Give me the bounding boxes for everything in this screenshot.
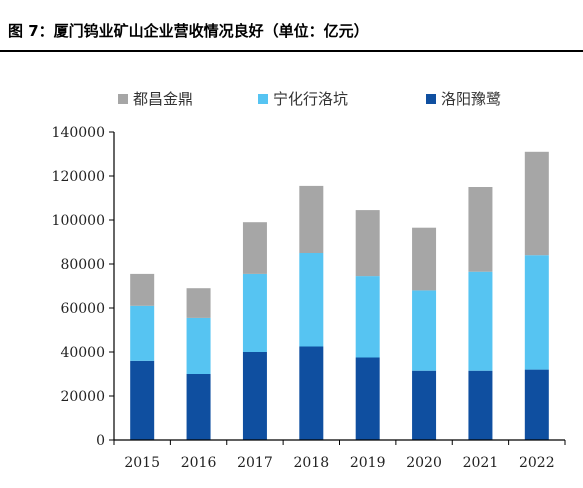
bar-segment-宁化行洛坑-2015 <box>130 305 155 361</box>
bar-segment-都昌金鼎-2019 <box>355 210 380 277</box>
x-tick-label: 2022 <box>519 455 555 471</box>
bar-segment-宁化行洛坑-2021 <box>468 271 493 371</box>
x-tick-label: 2020 <box>406 455 442 471</box>
y-tick-label: 60000 <box>60 301 105 317</box>
bar-segment-宁化行洛坑-2016 <box>186 317 211 374</box>
bar-segment-都昌金鼎-2018 <box>299 185 324 253</box>
y-tick-label: 20000 <box>60 389 105 405</box>
bar-segment-宁化行洛坑-2022 <box>524 255 549 370</box>
bar-segment-洛阳豫鹭-2019 <box>355 357 380 440</box>
legend-swatch-宁化行洛坑 <box>258 94 268 104</box>
legend-label-宁化行洛坑: 宁化行洛坑 <box>273 90 348 108</box>
legend-swatch-洛阳豫鹭 <box>426 94 436 104</box>
y-tick-label: 0 <box>96 433 105 449</box>
y-tick-label: 40000 <box>60 345 105 361</box>
title-rule <box>0 50 583 52</box>
bar-segment-洛阳豫鹭-2022 <box>524 369 549 440</box>
legend: 都昌金鼎 宁化行洛坑 洛阳豫鹭 <box>118 90 501 108</box>
bar-segment-洛阳豫鹭-2016 <box>186 374 211 440</box>
x-tick-label: 2019 <box>350 455 386 471</box>
bars <box>130 151 549 440</box>
y-tick-label: 120000 <box>52 169 105 185</box>
bar-segment-都昌金鼎-2017 <box>242 222 267 274</box>
bar-segment-宁化行洛坑-2017 <box>242 273 267 352</box>
x-tick-label: 2021 <box>463 455 499 471</box>
bar-segment-都昌金鼎-2022 <box>524 151 549 256</box>
x-tick-label: 2017 <box>237 455 273 471</box>
bar-segment-都昌金鼎-2021 <box>468 187 493 272</box>
figure-title: 图 7：厦门钨业矿山企业营收情况良好（单位：亿元） <box>8 22 369 40</box>
y-tick-label: 100000 <box>52 213 105 229</box>
x-tick-label: 2018 <box>293 455 329 471</box>
bar-segment-洛阳豫鹭-2020 <box>412 370 437 440</box>
x-tick-label: 2016 <box>181 455 217 471</box>
legend-swatch-都昌金鼎 <box>118 94 128 104</box>
bar-segment-都昌金鼎-2020 <box>412 227 437 291</box>
bar-segment-宁化行洛坑-2019 <box>355 276 380 358</box>
y-tick-label: 80000 <box>60 257 105 273</box>
legend-label-都昌金鼎: 都昌金鼎 <box>133 90 193 108</box>
bar-segment-洛阳豫鹭-2015 <box>130 360 155 440</box>
axes: 0 20000 40000 60000 80000 100000 120000 140000 2… <box>52 125 566 471</box>
bar-segment-洛阳豫鹭-2018 <box>299 346 324 440</box>
bar-segment-都昌金鼎-2016 <box>186 288 211 318</box>
bar-segment-宁化行洛坑-2018 <box>299 253 324 347</box>
y-tick-label: 140000 <box>52 125 105 141</box>
bar-segment-都昌金鼎-2015 <box>130 273 155 306</box>
bar-segment-宁化行洛坑-2020 <box>412 290 437 371</box>
bar-segment-洛阳豫鹭-2017 <box>242 352 267 440</box>
x-tick-label: 2015 <box>124 455 160 471</box>
bar-segment-洛阳豫鹭-2021 <box>468 370 493 440</box>
legend-label-洛阳豫鹭: 洛阳豫鹭 <box>441 90 501 108</box>
